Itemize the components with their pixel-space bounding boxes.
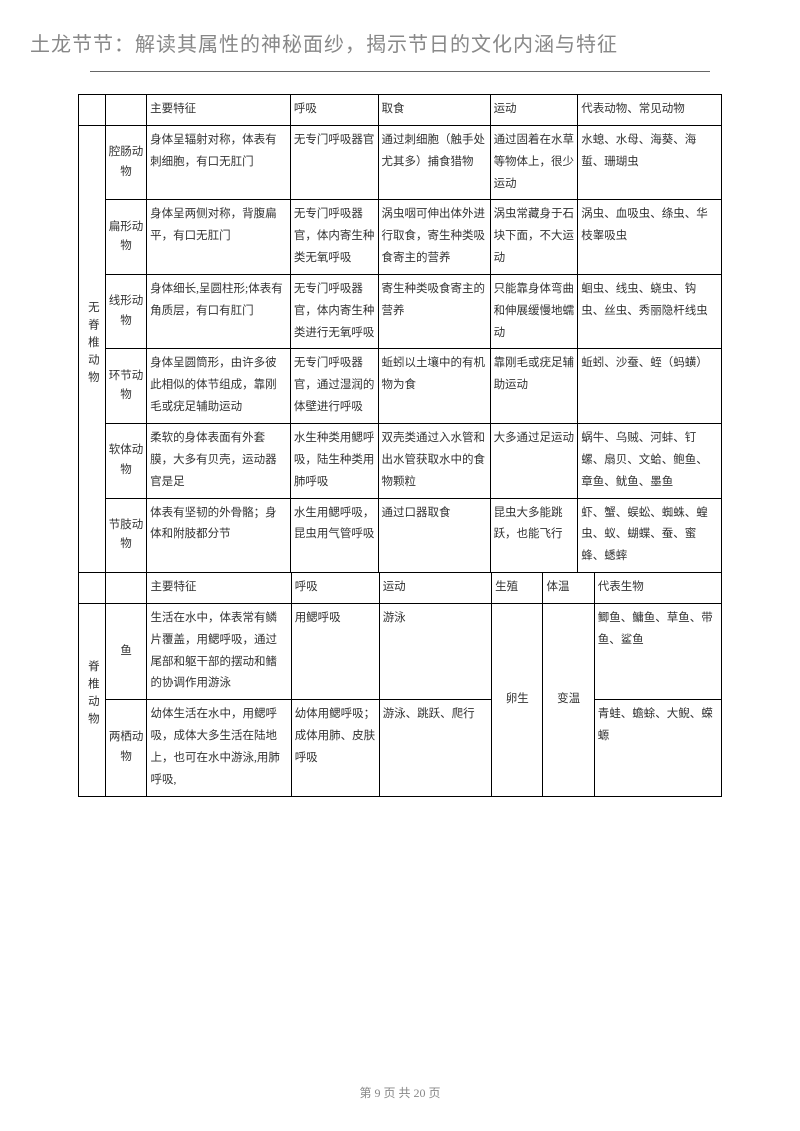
category-cell: 扁形动物	[105, 200, 146, 275]
category-cell: 两栖动物	[105, 700, 147, 796]
cell: 生活在水中，体表常有鳞片覆盖，用鳃呼吸，通过尾部和躯干部的摆动和鳍的协调作用游泳	[147, 603, 291, 699]
cell: 用鳃呼吸	[291, 603, 379, 699]
cell: 身体呈辐射对称，体表有刺细胞，有口无肛门	[147, 125, 291, 200]
cell: 身体呈两侧对称，背腹扁平，有口无肛门	[147, 200, 291, 275]
cell: 鲫鱼、鳙鱼、草鱼、带鱼、鲨鱼	[594, 603, 721, 699]
table-header-row-2: 主要特征 呼吸 运动 生殖 体温 代表生物	[79, 573, 722, 604]
classification-table-2: 主要特征 呼吸 运动 生殖 体温 代表生物 脊椎动物 鱼 生活在水中，体表常有鳞…	[78, 572, 722, 797]
cell: 蚯蚓以土壤中的有机物为食	[378, 349, 490, 424]
cell: 虾、蟹、蜈蚣、蜘蛛、蝗虫、蚁、蝴蝶、蚕、蜜蜂、蟋蟀	[578, 498, 722, 573]
table-row: 脊椎动物 鱼 生活在水中，体表常有鳞片覆盖，用鳃呼吸，通过尾部和躯干部的摆动和鳍…	[79, 603, 722, 699]
table-container: 主要特征 呼吸 取食 运动 代表动物、常见动物 无脊椎动物 腔肠动物 身体呈辐射…	[0, 94, 800, 797]
col-features: 主要特征	[147, 573, 291, 604]
cell: 游泳、跳跃、爬行	[379, 700, 491, 796]
table-row: 软体动物 柔软的身体表面有外套膜，大多有贝壳，运动器官是足 水生种类用鳃呼吸，陆…	[79, 423, 722, 498]
cell: 蛔虫、线虫、蛲虫、钩虫、丝虫、秀丽隐杆线虫	[578, 274, 722, 349]
cell: 幼体用鳃呼吸；成体用肺、皮肤呼吸	[291, 700, 379, 796]
category-cell	[105, 95, 146, 126]
category-cell: 线形动物	[105, 274, 146, 349]
group-vertebrate: 脊椎动物	[79, 603, 106, 796]
col-features: 主要特征	[147, 95, 291, 126]
cell: 身体细长,呈圆柱形;体表有角质层，有口有肛门	[147, 274, 291, 349]
cell: 无专门呼吸器官，体内寄生种类进行无氧呼吸	[290, 274, 378, 349]
footer-pre: 第	[359, 1086, 374, 1100]
cell: 通过刺细胞（触手处尤其多）捕食猎物	[378, 125, 490, 200]
cell: 蚯蚓、沙蚕、蛭（蚂蟥）	[578, 349, 722, 424]
cell: 只能靠身体弯曲和伸展缓慢地蠕动	[490, 274, 578, 349]
table-row: 环节动物 身体呈圆筒形，由许多彼此相似的体节组成，靠刚毛或疣足辅助运动 无专门呼…	[79, 349, 722, 424]
cell: 双壳类通过入水管和出水管获取水中的食物颗粒	[378, 423, 490, 498]
cell: 水生种类用鳃呼吸，陆生种类用肺呼吸	[290, 423, 378, 498]
cell: 水螅、水母、海葵、海蜇、珊瑚虫	[578, 125, 722, 200]
page-footer: 第 9 页 共 20 页	[0, 1084, 800, 1101]
col-breath: 呼吸	[290, 95, 378, 126]
cell-temp: 变温	[543, 603, 594, 796]
table-row: 线形动物 身体细长,呈圆柱形;体表有角质层，有口有肛门 无专门呼吸器官，体内寄生…	[79, 274, 722, 349]
group-cell	[79, 95, 106, 126]
col-rep: 代表动物、常见动物	[578, 95, 722, 126]
category-cell: 鱼	[105, 603, 147, 699]
cell: 大多通过足运动	[490, 423, 578, 498]
col-feed: 取食	[378, 95, 490, 126]
footer-post: 页	[426, 1086, 441, 1100]
footer-mid: 页 共	[380, 1086, 413, 1100]
footer-total: 20	[414, 1086, 426, 1100]
cell: 无专门呼吸器官，体内寄生种类无氧呼吸	[290, 200, 378, 275]
col-move: 运动	[379, 573, 491, 604]
col-repro: 生殖	[492, 573, 543, 604]
category-cell: 节肢动物	[105, 498, 146, 573]
group-cell	[79, 573, 106, 604]
cell: 通过固着在水草等物体上，很少运动	[490, 125, 578, 200]
category-cell	[105, 573, 147, 604]
table-row: 无脊椎动物 腔肠动物 身体呈辐射对称，体表有刺细胞，有口无肛门 无专门呼吸器官 …	[79, 125, 722, 200]
cell: 无专门呼吸器官，通过湿润的体壁进行呼吸	[290, 349, 378, 424]
cell: 柔软的身体表面有外套膜，大多有贝壳，运动器官是足	[147, 423, 291, 498]
cell: 通过口器取食	[378, 498, 490, 573]
cell: 寄生种类吸食寄主的营养	[378, 274, 490, 349]
col-move: 运动	[490, 95, 578, 126]
cell: 涡虫常藏身于石块下面，不大运动	[490, 200, 578, 275]
table-header-row-1: 主要特征 呼吸 取食 运动 代表动物、常见动物	[79, 95, 722, 126]
cell: 涡虫咽可伸出体外进行取食，寄生种类吸食寄主的营养	[378, 200, 490, 275]
category-cell: 软体动物	[105, 423, 146, 498]
cell: 靠刚毛或疣足辅助运动	[490, 349, 578, 424]
cell-repro: 卵生	[492, 603, 543, 796]
cell: 涡虫、血吸虫、绦虫、华枝睾吸虫	[578, 200, 722, 275]
cell: 身体呈圆筒形，由许多彼此相似的体节组成，靠刚毛或疣足辅助运动	[147, 349, 291, 424]
table-row: 节肢动物 体表有坚韧的外骨骼；身体和附肢都分节 水生用鳃呼吸，昆虫用气管呼吸 通…	[79, 498, 722, 573]
category-cell: 腔肠动物	[105, 125, 146, 200]
cell: 游泳	[379, 603, 491, 699]
cell: 昆虫大多能跳跃，也能飞行	[490, 498, 578, 573]
page-title: 土龙节节：解读其属性的神秘面纱，揭示节日的文化内涵与特征	[0, 0, 800, 65]
group-invertebrate: 无脊椎动物	[79, 125, 106, 572]
table-row: 扁形动物 身体呈两侧对称，背腹扁平，有口无肛门 无专门呼吸器官，体内寄生种类无氧…	[79, 200, 722, 275]
cell: 无专门呼吸器官	[290, 125, 378, 200]
table-row: 两栖动物 幼体生活在水中，用鳃呼吸，成体大多生活在陆地上，也可在水中游泳,用肺呼…	[79, 700, 722, 796]
category-cell: 环节动物	[105, 349, 146, 424]
cell: 幼体生活在水中，用鳃呼吸，成体大多生活在陆地上，也可在水中游泳,用肺呼吸,	[147, 700, 291, 796]
cell: 蜗牛、乌贼、河蚌、钉螺、扇贝、文蛤、鲍鱼、章鱼、鱿鱼、墨鱼	[578, 423, 722, 498]
cell: 青蛙、蟾蜍、大鲵、蝾螈	[594, 700, 721, 796]
title-underline	[90, 71, 710, 72]
col-breath: 呼吸	[291, 573, 379, 604]
col-rep: 代表生物	[594, 573, 721, 604]
classification-table: 主要特征 呼吸 取食 运动 代表动物、常见动物 无脊椎动物 腔肠动物 身体呈辐射…	[78, 94, 722, 573]
cell: 体表有坚韧的外骨骼；身体和附肢都分节	[147, 498, 291, 573]
cell: 水生用鳃呼吸，昆虫用气管呼吸	[290, 498, 378, 573]
col-temp: 体温	[543, 573, 594, 604]
